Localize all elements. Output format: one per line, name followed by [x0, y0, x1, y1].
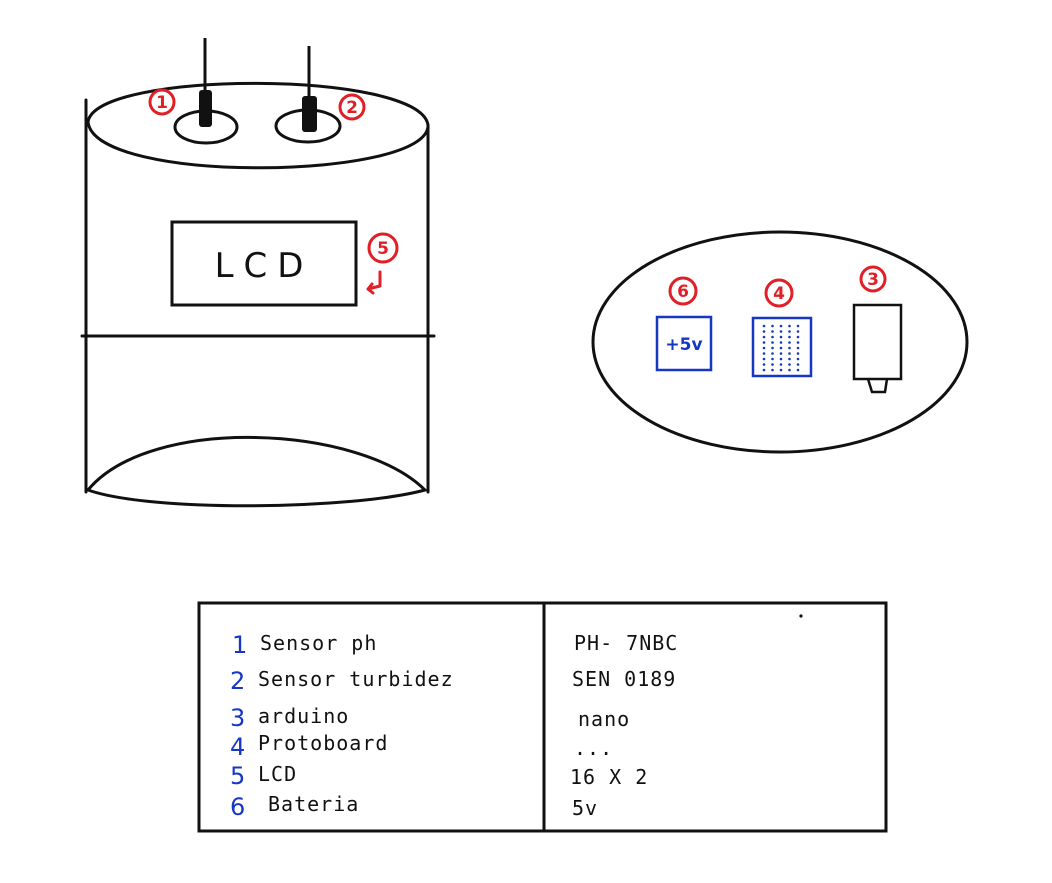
- svg-text:arduino: arduino: [258, 704, 349, 728]
- protoboard-dot: [788, 341, 791, 344]
- protoboard-dot: [771, 341, 774, 344]
- protoboard-dot: [762, 363, 766, 366]
- protoboard-dot: [788, 324, 791, 328]
- protoboard-dot: [779, 335, 783, 339]
- svg-text:Bateria: Bateria: [268, 792, 359, 816]
- protoboard-dot: [788, 357, 791, 361]
- protoboard-dot: [779, 341, 783, 344]
- protoboard-dot: [796, 357, 800, 361]
- arduino-block: [852, 303, 903, 394]
- sensor-port-1: [173, 38, 239, 145]
- protoboard-dot: [771, 357, 774, 361]
- inside-view-outline: [591, 230, 969, 454]
- marker-5: 5: [366, 232, 399, 295]
- protoboard-dot: [762, 357, 766, 361]
- marker-6: 6: [668, 276, 698, 306]
- protoboard-dot: [788, 346, 791, 350]
- svg-text:4: 4: [773, 284, 785, 304]
- pointer-arrow-icon: [366, 270, 382, 295]
- protoboard-dot: [779, 357, 783, 361]
- svg-text:16 X 2: 16 X 2: [570, 765, 648, 789]
- protoboard-dot: [788, 368, 791, 372]
- protoboard-dot: [796, 346, 800, 350]
- svg-text:Protoboard: Protoboard: [258, 731, 388, 755]
- protoboard-dot: [779, 352, 783, 355]
- legend-row: 2 Sensor turbidez SEN 0189: [230, 667, 676, 695]
- protoboard-dot: [771, 324, 774, 328]
- protoboard-dot: [771, 352, 774, 355]
- svg-text:5: 5: [377, 239, 389, 259]
- svg-text:LCD: LCD: [258, 762, 297, 786]
- usb-connector-icon: [866, 378, 889, 394]
- svg-text:Sensor turbidez: Sensor turbidez: [258, 667, 454, 691]
- battery-label: +5v: [665, 335, 702, 355]
- svg-text:2: 2: [346, 98, 358, 118]
- protoboard-dot: [762, 324, 766, 328]
- svg-text:3: 3: [230, 704, 245, 732]
- protoboard-dot: [762, 352, 766, 355]
- protoboard-dot: [796, 335, 800, 339]
- svg-text:...: ...: [574, 736, 613, 760]
- svg-text:Sensor ph: Sensor ph: [260, 631, 377, 655]
- marker-3: 3: [859, 265, 887, 293]
- lcd-label: LCD: [215, 246, 314, 286]
- protoboard-dot: [762, 335, 766, 339]
- protoboard-dots: [762, 324, 800, 372]
- svg-text:PH- 7NBC: PH- 7NBC: [574, 631, 678, 655]
- legend-row: 3 arduino nano: [230, 704, 630, 732]
- svg-text:5: 5: [230, 762, 245, 790]
- protoboard-dot: [762, 330, 766, 333]
- protoboard-dot: [771, 330, 774, 333]
- protoboard-dot: [779, 324, 783, 328]
- svg-text:5v: 5v: [572, 796, 598, 820]
- protoboard-dot: [796, 368, 800, 372]
- marker-2: 2: [338, 93, 366, 121]
- protoboard-dot: [796, 352, 800, 355]
- cylinder-bottom-ellipse: [85, 436, 428, 508]
- svg-text:6: 6: [230, 793, 245, 821]
- protoboard-dot: [796, 341, 800, 344]
- legend-row: 4 Protoboard ...: [230, 731, 613, 761]
- protoboard-dot: [788, 330, 791, 333]
- svg-text:1: 1: [156, 93, 168, 113]
- protoboard-dot: [779, 363, 783, 366]
- protoboard-dot: [771, 368, 774, 372]
- svg-text:4: 4: [230, 733, 245, 761]
- legend-table: 1 Sensor ph PH- 7NBC 2 Sensor turbidez S…: [197, 601, 888, 833]
- protoboard-dot: [771, 335, 774, 339]
- legend-row: 1 Sensor ph PH- 7NBC: [232, 631, 678, 659]
- cylinder-top-ellipse: [86, 81, 430, 170]
- protoboard-dot: [788, 352, 791, 355]
- protoboard-dot: [788, 335, 791, 339]
- protoboard-dot: [762, 346, 766, 350]
- svg-text:1: 1: [232, 631, 247, 659]
- svg-text:nano: nano: [578, 707, 630, 731]
- svg-text:SEN 0189: SEN 0189: [572, 667, 676, 691]
- protoboard-block: [751, 316, 813, 378]
- protoboard-dot: [796, 363, 800, 366]
- inside-view: 6 4 3 +5v: [591, 230, 969, 454]
- legend-row: 6 Bateria 5v: [230, 792, 598, 821]
- protoboard-dot: [779, 330, 783, 333]
- sensor-port-2: [274, 46, 342, 144]
- lcd-display: LCD: [170, 220, 358, 307]
- protoboard-dot: [762, 341, 766, 344]
- svg-text:2: 2: [230, 667, 245, 695]
- protoboard-dot: [762, 368, 766, 372]
- protoboard-dot: [779, 346, 783, 350]
- marker-4: 4: [764, 278, 794, 308]
- protoboard-dot: [788, 363, 791, 366]
- cylinder-device: [80, 81, 436, 508]
- legend-row: 5 LCD 16 X 2: [230, 762, 648, 790]
- protoboard-dot: [771, 346, 774, 350]
- protoboard-dot: [796, 324, 800, 328]
- svg-text:6: 6: [677, 282, 689, 302]
- battery-block: +5v: [655, 315, 713, 372]
- protoboard-dot: [771, 363, 774, 366]
- svg-text:3: 3: [867, 270, 879, 290]
- protoboard-dot: [796, 330, 800, 333]
- protoboard-dot: [779, 368, 783, 372]
- marker-1: 1: [148, 88, 176, 116]
